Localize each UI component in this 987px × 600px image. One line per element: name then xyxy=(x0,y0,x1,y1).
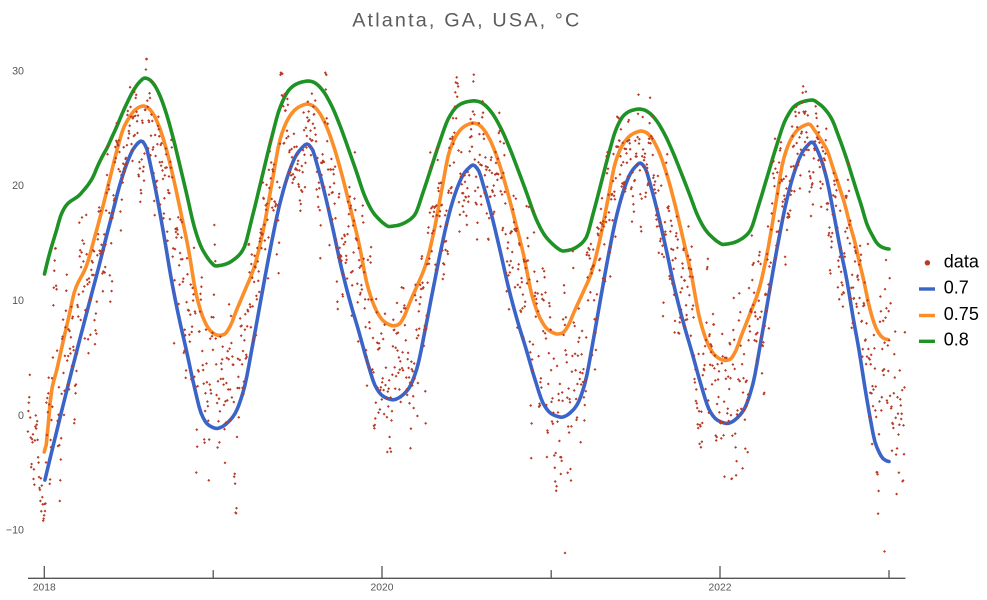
svg-text:data: data xyxy=(944,251,980,271)
svg-text:0: 0 xyxy=(18,410,24,422)
svg-text:10: 10 xyxy=(12,295,24,307)
svg-text:20: 20 xyxy=(12,180,24,192)
svg-text:2022: 2022 xyxy=(709,583,732,594)
svg-text:30: 30 xyxy=(12,65,24,77)
svg-text:2020: 2020 xyxy=(371,583,394,594)
svg-text:Atlanta, GA, USA, °C: Atlanta, GA, USA, °C xyxy=(352,9,581,31)
svg-text:2018: 2018 xyxy=(33,583,56,594)
svg-text:0.7: 0.7 xyxy=(944,278,969,298)
svg-text:0.75: 0.75 xyxy=(944,304,979,324)
svg-text:−10: −10 xyxy=(6,525,24,537)
svg-text:0.8: 0.8 xyxy=(944,330,969,350)
